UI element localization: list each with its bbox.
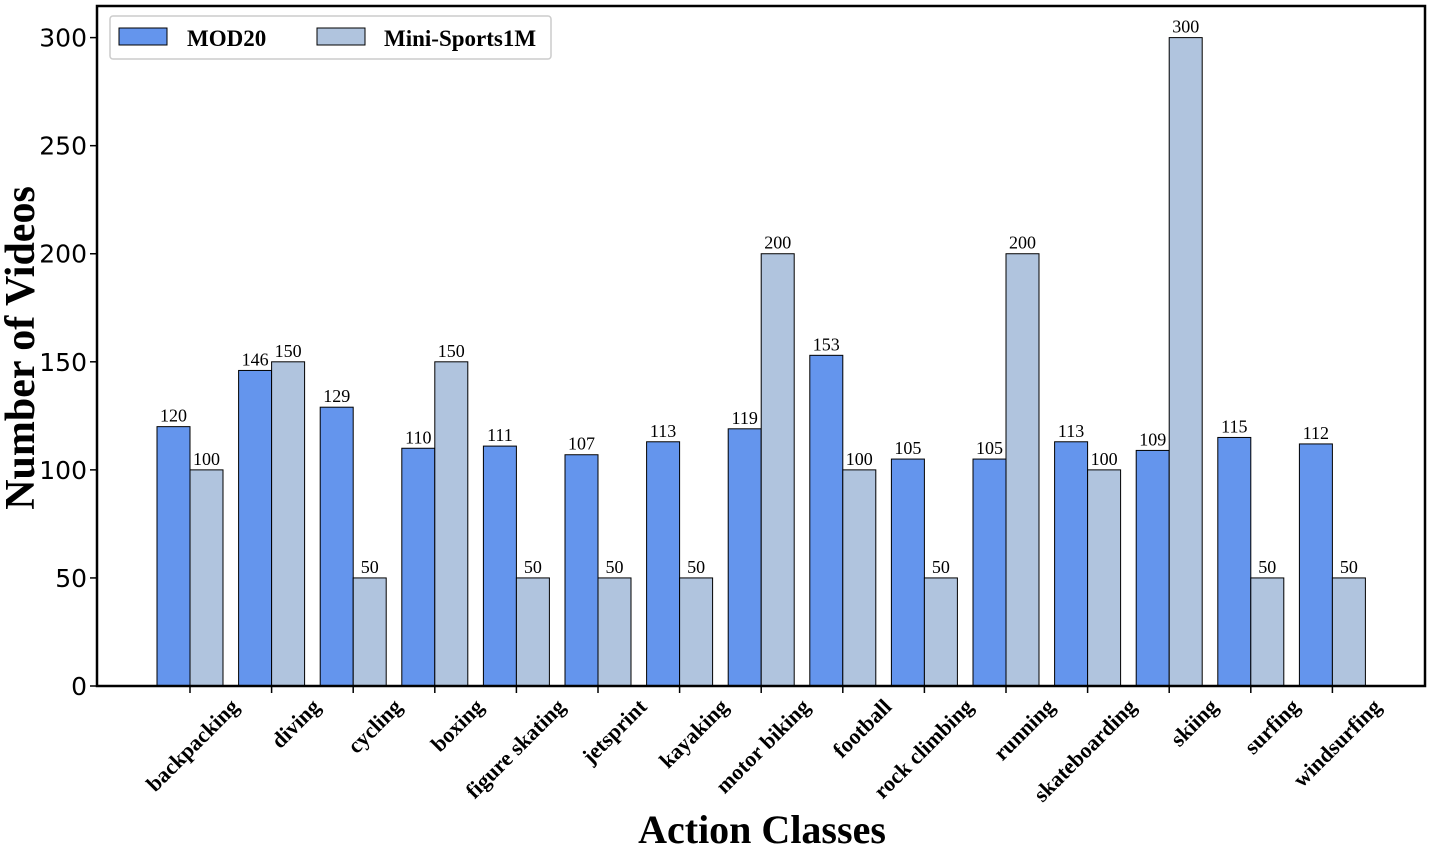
data-label: 107 — [568, 434, 595, 454]
y-axis-ticks: 0 50 100 150 200 250 300 — [39, 24, 97, 701]
data-label: 100 — [193, 449, 220, 469]
bar-mod20-skateboarding — [1054, 441, 1089, 687]
bar-mod20-skiing — [1135, 449, 1170, 687]
bar-mod20-rock-climbing — [890, 458, 925, 687]
data-label: 150 — [438, 341, 465, 361]
bar-mod20-jetsprint — [564, 454, 599, 687]
data-label: 50 — [361, 557, 379, 577]
x-tick-label: surfing — [1239, 694, 1304, 759]
data-label: 119 — [732, 408, 758, 428]
data-label: 50 — [606, 557, 624, 577]
data-label: 150 — [275, 341, 302, 361]
data-label: 50 — [1340, 557, 1358, 577]
bar-mini-sports1m-figure-skating — [515, 577, 550, 687]
bar-mod20-surfing — [1217, 436, 1252, 687]
bar-mod20-boxing — [401, 447, 436, 687]
bar-mini-sports1m-rock-climbing — [923, 577, 958, 687]
data-label: 50 — [932, 557, 950, 577]
x-tick-label: football — [828, 694, 897, 763]
data-label: 146 — [242, 349, 269, 369]
bar-mini-sports1m-football — [842, 469, 877, 687]
data-label: 129 — [323, 386, 350, 406]
x-tick-label: running — [988, 694, 1059, 765]
data-label: 120 — [160, 406, 187, 426]
x-tick-label: backpacking — [141, 694, 243, 796]
data-label: 200 — [1009, 233, 1036, 253]
legend: MOD20 Mini-Sports1M — [109, 15, 552, 60]
bar-mini-sports1m-running — [1005, 253, 1040, 687]
bar-mini-sports1m-cycling — [352, 577, 387, 687]
data-label: 115 — [1221, 416, 1247, 436]
data-label: 300 — [1172, 17, 1199, 37]
bar-mini-sports1m-backpacking — [189, 469, 224, 687]
y-axis-title: Number of Videos — [0, 186, 44, 510]
bar-mod20-kayaking — [646, 441, 681, 687]
bar-mod20-windsurfing — [1298, 443, 1333, 687]
y-tick-label: 50 — [55, 564, 87, 593]
x-tick-label: cycling — [342, 694, 406, 758]
data-label: 113 — [650, 421, 676, 441]
bar-mini-sports1m-windsurfing — [1331, 577, 1366, 687]
data-label: 105 — [894, 438, 921, 458]
data-label: 110 — [405, 427, 431, 447]
legend-swatch-mini-sports1m — [316, 27, 366, 46]
data-label: 100 — [846, 449, 873, 469]
bar-mini-sports1m-jetsprint — [597, 577, 632, 687]
x-tick-label: boxing — [426, 694, 489, 757]
data-label: 50 — [1258, 557, 1276, 577]
x-tick-label: diving — [266, 694, 325, 753]
data-label: 105 — [976, 438, 1003, 458]
y-tick-label: 0 — [71, 672, 87, 701]
y-tick-label: 150 — [39, 348, 87, 377]
data-label: 50 — [687, 557, 705, 577]
bar-mini-sports1m-motor-biking — [760, 253, 795, 687]
bar-mini-sports1m-boxing — [434, 361, 469, 687]
data-label: 100 — [1091, 449, 1118, 469]
bars-layer — [156, 37, 1366, 687]
legend-label-mini-sports1m: Mini-Sports1M — [384, 26, 536, 51]
y-tick-label: 250 — [39, 132, 87, 161]
data-labels-layer: 120 100 146 150 129 50 110 150 111 50 107 50 113 50 11… — [160, 17, 1358, 577]
y-tick-label: 100 — [39, 456, 87, 485]
bar-mod20-diving — [238, 369, 273, 687]
data-label: 113 — [1058, 421, 1084, 441]
bar-mini-sports1m-skiing — [1168, 37, 1203, 687]
x-axis-title: Action Classes — [638, 807, 886, 852]
bar-mini-sports1m-diving — [271, 361, 306, 687]
x-tick-label: windsurfing — [1288, 694, 1386, 792]
bar-mod20-cycling — [319, 406, 354, 687]
x-tick-label: jetsprint — [576, 693, 652, 769]
bar-mod20-motor-biking — [727, 428, 762, 687]
bar-mini-sports1m-kayaking — [679, 577, 714, 687]
data-label: 112 — [1303, 423, 1329, 443]
data-label: 109 — [1139, 429, 1166, 449]
bar-mini-sports1m-skateboarding — [1087, 469, 1122, 687]
plot-frame — [95, 4, 1427, 688]
data-label: 153 — [813, 334, 840, 354]
bar-mod20-running — [972, 458, 1007, 687]
x-tick-label: kayaking — [654, 694, 733, 773]
y-tick-label: 300 — [39, 24, 87, 53]
bar-mini-sports1m-surfing — [1250, 577, 1285, 687]
x-tick-label: skiing — [1165, 694, 1222, 751]
bar-mod20-football — [809, 354, 844, 687]
data-label: 50 — [524, 557, 542, 577]
bar-mod20-figure-skating — [482, 445, 517, 687]
data-label: 200 — [764, 233, 791, 253]
y-tick-label: 200 — [39, 240, 87, 269]
legend-swatch-mod20 — [118, 27, 168, 46]
legend-label-mod20: MOD20 — [187, 26, 266, 51]
data-label: 111 — [487, 425, 513, 445]
bar-mod20-backpacking — [156, 426, 191, 687]
